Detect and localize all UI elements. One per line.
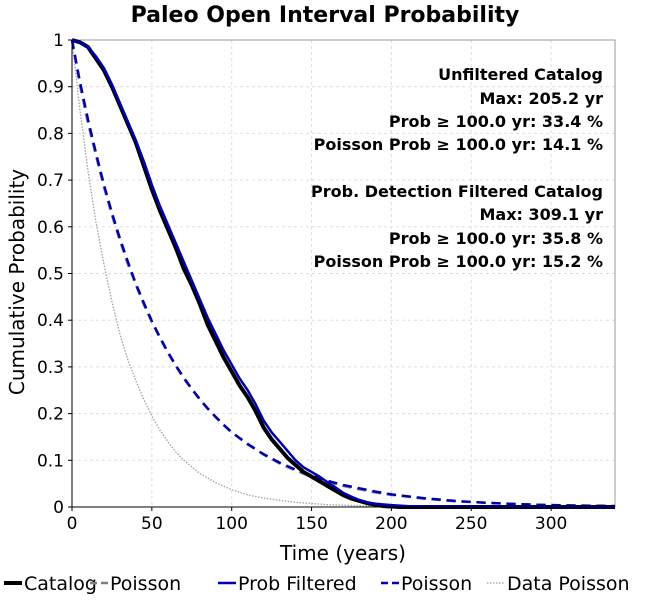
axes xyxy=(68,39,615,511)
x-tick-label: 100 xyxy=(215,514,247,534)
y-tick-label: 0.6 xyxy=(37,218,64,238)
legend-label: Data Poisson xyxy=(507,573,630,595)
legend-label: Catalog xyxy=(24,573,97,595)
annotation-line: Unfiltered Catalog xyxy=(438,65,603,84)
x-tick-label: 300 xyxy=(535,514,567,534)
y-tick-label: 0.3 xyxy=(37,358,64,378)
series-line-3 xyxy=(70,39,616,508)
y-tick-label: 0.8 xyxy=(37,124,64,144)
y-tick-label: 0.4 xyxy=(37,311,64,331)
y-tick-label: 1 xyxy=(53,31,64,51)
x-tick-label: 200 xyxy=(375,514,407,534)
x-tick-label: 150 xyxy=(295,514,327,534)
series-layer xyxy=(70,38,616,509)
legend: Catalog Poisson Prob Filtered Poisson Data P… xyxy=(4,573,630,595)
y-tick-label: 0.7 xyxy=(37,171,64,191)
y-tick-label: 0.9 xyxy=(37,78,64,98)
series-line-4 xyxy=(71,39,616,508)
y-tick-label: 0.5 xyxy=(37,265,64,285)
y-axis-label: Cumulative Probability xyxy=(5,169,29,395)
annotation-line: Prob ≥ 100.0 yr: 33.4 % xyxy=(389,112,603,131)
legend-label: Poisson xyxy=(110,573,181,595)
annotation-line: Prob ≥ 100.0 yr: 35.8 % xyxy=(389,229,603,248)
annotation-line: Max: 205.2 yr xyxy=(479,89,603,108)
gridlines xyxy=(72,39,615,507)
series-line-2 xyxy=(71,38,615,509)
y-tick-label: 0.1 xyxy=(37,451,64,471)
annotation-line: Prob. Detection Filtered Catalog xyxy=(311,182,603,201)
x-tick-label: 250 xyxy=(455,514,487,534)
x-tick-label: 50 xyxy=(141,514,163,534)
x-tick-label: 0 xyxy=(67,514,78,534)
legend-label: Poisson xyxy=(401,573,472,595)
y-tick-label: 0 xyxy=(53,498,64,518)
annotations: Unfiltered Catalog Max: 205.2 yr Prob ≥ 10… xyxy=(311,65,603,271)
x-axis-label: Time (years) xyxy=(279,541,406,565)
chart-title: Paleo Open Interval Probability xyxy=(131,3,520,28)
annotation-line: Max: 309.1 yr xyxy=(479,205,603,224)
y-tick-label: 0.2 xyxy=(37,405,64,425)
annotation-line: Poisson Prob ≥ 100.0 yr: 14.1 % xyxy=(314,135,603,154)
tick-labels: 0 50 100 150 200 250 300 0 0.1 0.2 0.3 0.4 0.5 0.6 0.7… xyxy=(37,31,567,534)
legend-label: Prob Filtered xyxy=(238,573,357,595)
annotation-line: Poisson Prob ≥ 100.0 yr: 15.2 % xyxy=(314,252,603,271)
